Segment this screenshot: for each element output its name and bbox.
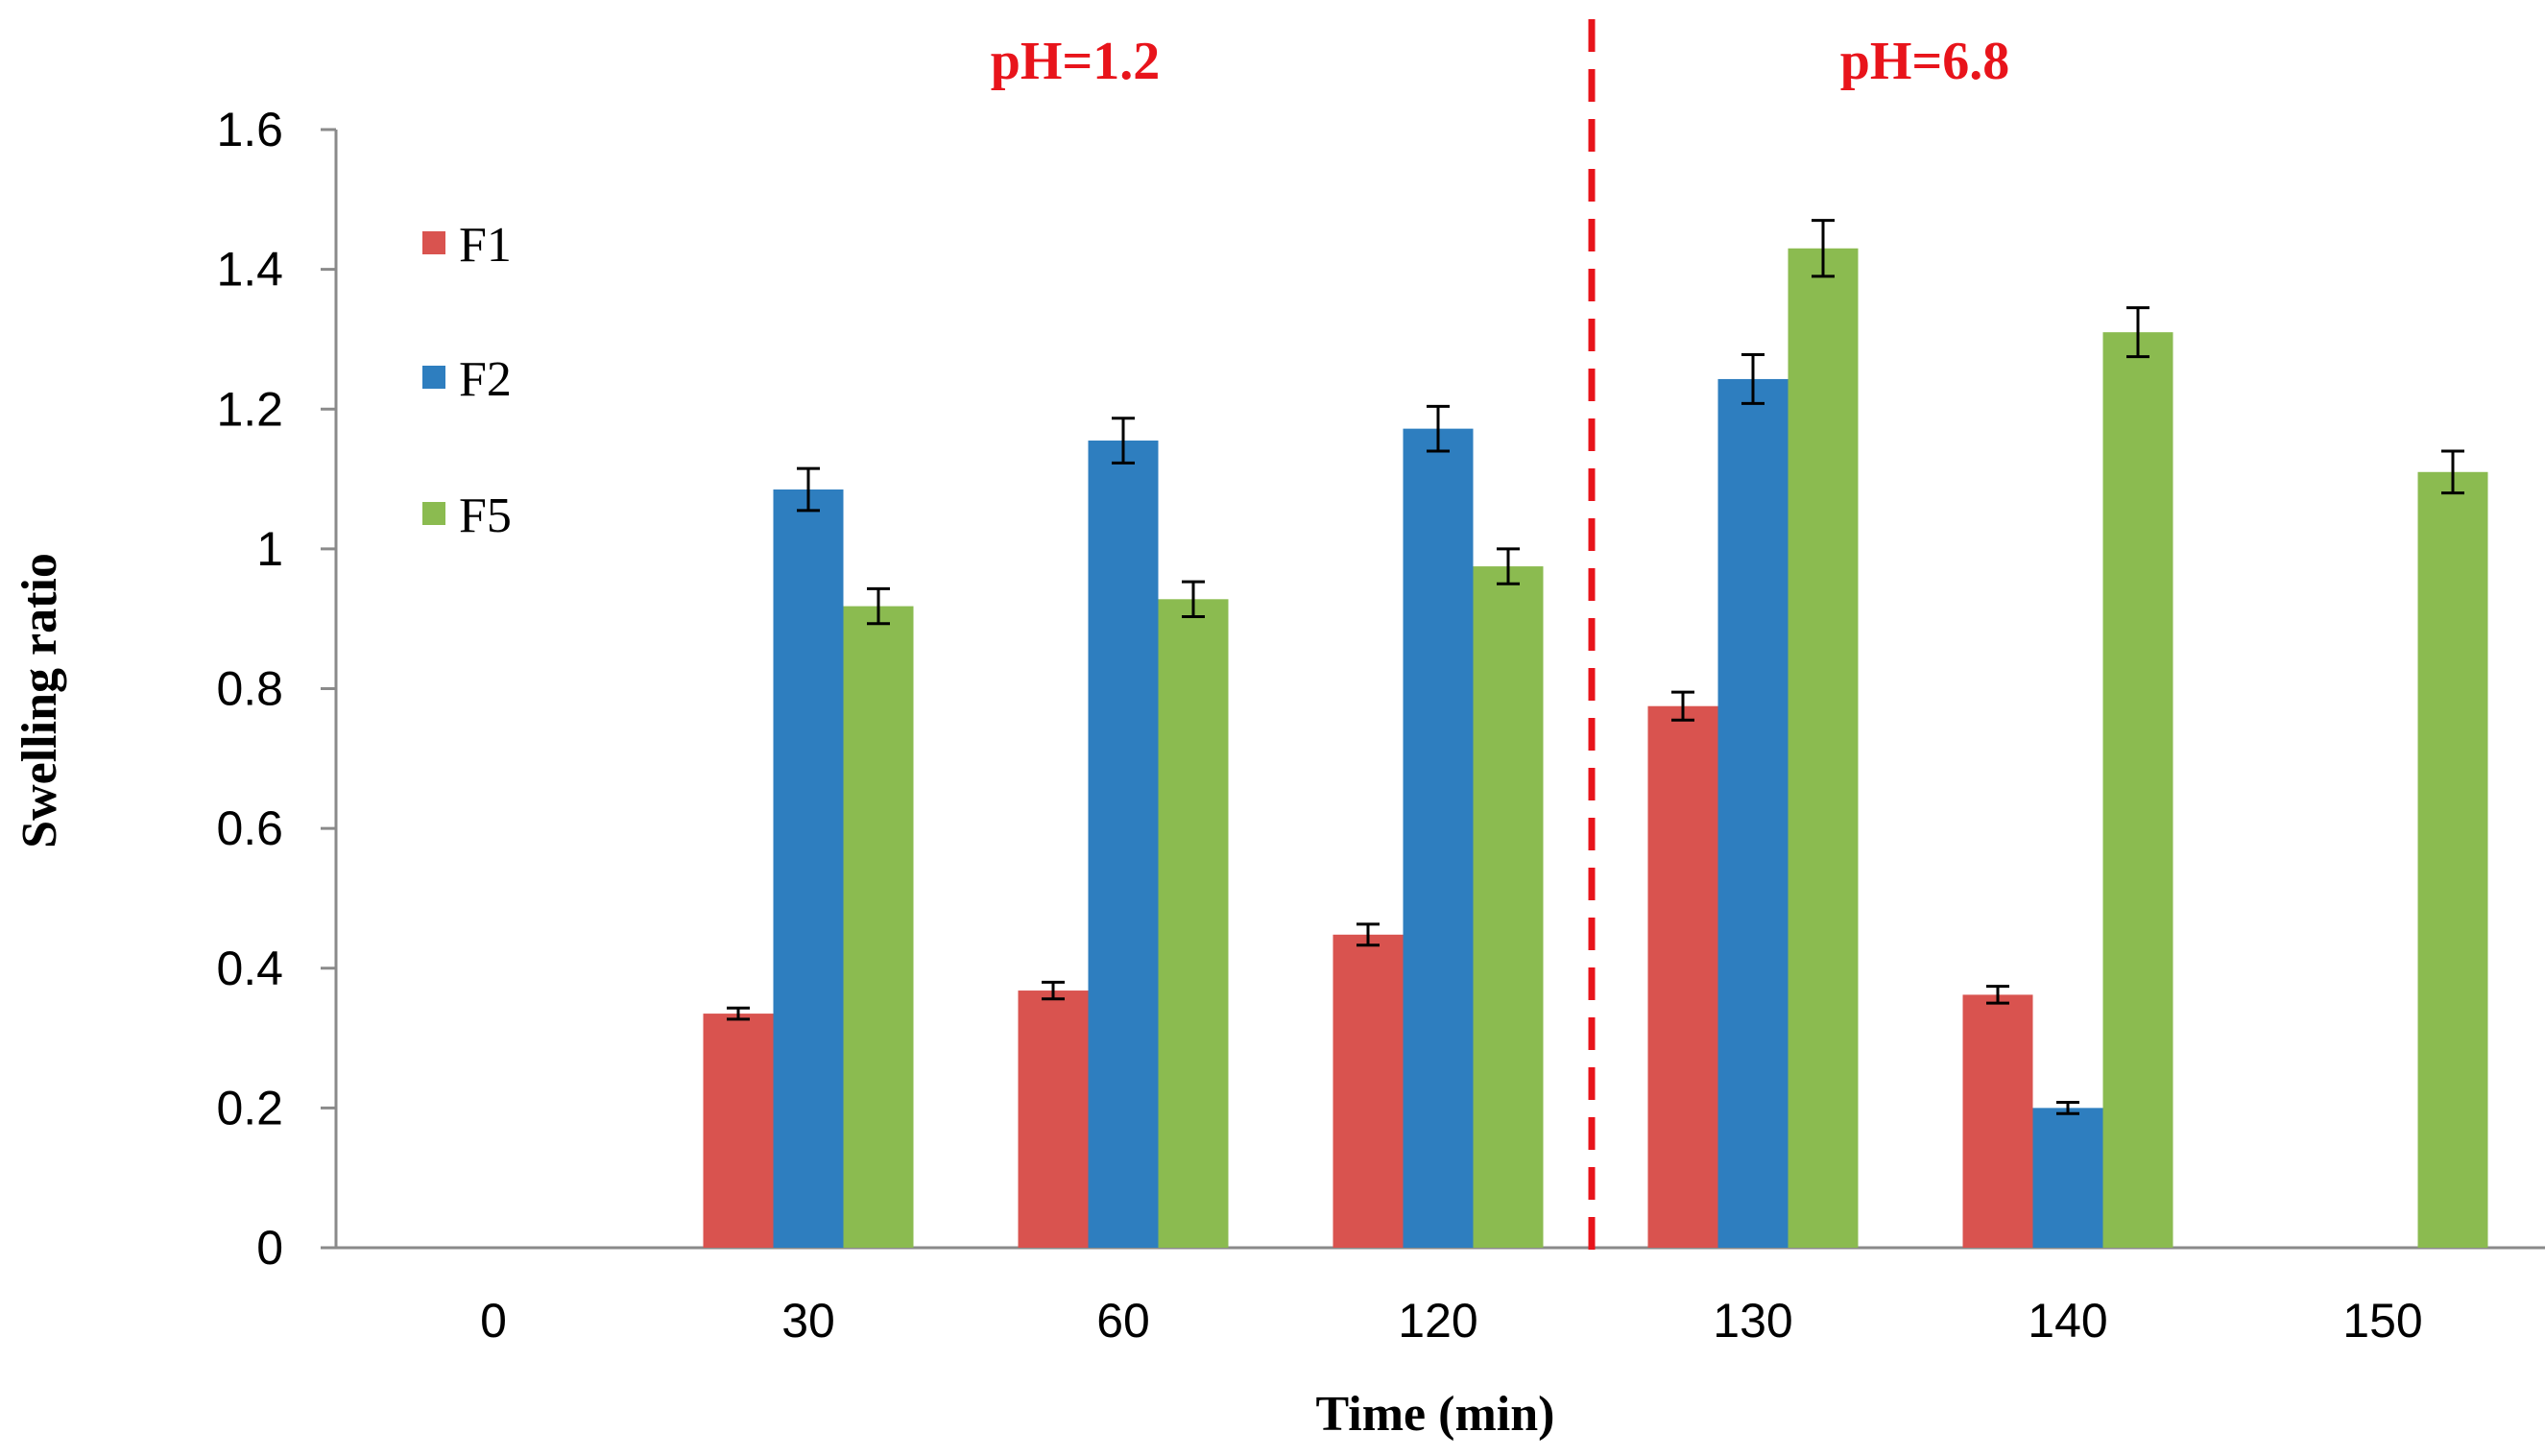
error-bar-f5-130 [1812,219,1835,278]
x-tick-label: 30 [781,1294,835,1348]
bar-f2-130 [1717,378,1789,1248]
x-tick-label: 120 [1398,1294,1477,1348]
bar-f1-60 [1018,991,1089,1248]
y-tick-labels: 0 0.2 0.4 0.6 0.8 1 1.2 1.4 1.6 [216,103,283,1275]
error-bar-f5-120 [1497,547,1520,585]
legend: F1 F2 F5 [422,218,512,543]
bar-f5-130 [1788,248,1859,1248]
x-tick-labels: 0 30 60 120 130 140 150 [480,1294,2423,1348]
error-bar-f1-140 [1986,985,2009,1005]
x-tick-label: 130 [1713,1294,1792,1348]
legend-swatch-f5 [422,502,445,525]
bar-f5-150 [2417,471,2488,1248]
y-tick-label: 0.8 [216,662,283,716]
y-axis-title: Swelling ratio [12,553,67,848]
legend-swatch-f2 [422,366,445,389]
bar-f5-140 [2102,332,2173,1248]
bar-f1-120 [1333,934,1404,1248]
legend-label-f5: F5 [459,489,512,543]
error-bar-f5-60 [1182,580,1205,619]
bar-f5-30 [843,606,914,1248]
x-axis-title: Time (min) [1316,1387,1555,1442]
error-bar-f2-130 [1741,352,1765,405]
bar-f2-60 [1088,441,1159,1248]
y-tick-label: 0.4 [216,942,283,995]
y-tick-label: 0.2 [216,1081,283,1134]
y-tick-label: 1.2 [216,382,283,436]
bar-f2-30 [773,489,844,1248]
error-bars-group [727,219,2464,1115]
error-bar-f2-60 [1112,417,1135,465]
y-tick-label: 1.4 [216,243,283,297]
error-bar-f5-30 [867,586,890,626]
error-bar-f2-140 [2056,1101,2079,1115]
bar-f1-130 [1647,705,1718,1248]
y-tick-label: 1 [256,522,283,576]
legend-swatch-f1 [422,231,445,254]
bar-f2-120 [1403,428,1474,1248]
error-bar-f1-30 [727,1006,750,1021]
x-tick-label: 140 [2028,1294,2107,1348]
error-bar-f1-120 [1357,922,1380,947]
error-bar-f5-140 [2126,306,2149,359]
error-bar-f5-150 [2441,449,2464,495]
y-tick-label: 0.6 [216,801,283,855]
legend-label-f2: F2 [459,352,512,407]
bars-group [703,248,2488,1248]
x-tick-label: 150 [2342,1294,2422,1348]
bar-f5-60 [1158,599,1229,1248]
legend-label-f1: F1 [459,218,512,273]
bar-f1-30 [703,1014,774,1248]
ph-annotation-acid: pH=1.2 [991,32,1161,91]
y-tick-label: 1.6 [216,103,283,156]
bar-f1-140 [1962,994,2033,1248]
error-bar-f1-60 [1042,980,1065,1001]
error-bar-f2-30 [797,466,820,513]
bar-f5-120 [1473,566,1544,1248]
bar-f2-140 [2032,1108,2103,1248]
error-bar-f1-130 [1671,690,1694,722]
y-tick-label: 0 [256,1221,283,1275]
x-tick-label: 60 [1096,1294,1150,1348]
error-bar-f2-120 [1427,404,1450,453]
ph-annotation-neutral: pH=6.8 [1840,32,2010,91]
x-tick-label: 0 [480,1294,507,1348]
